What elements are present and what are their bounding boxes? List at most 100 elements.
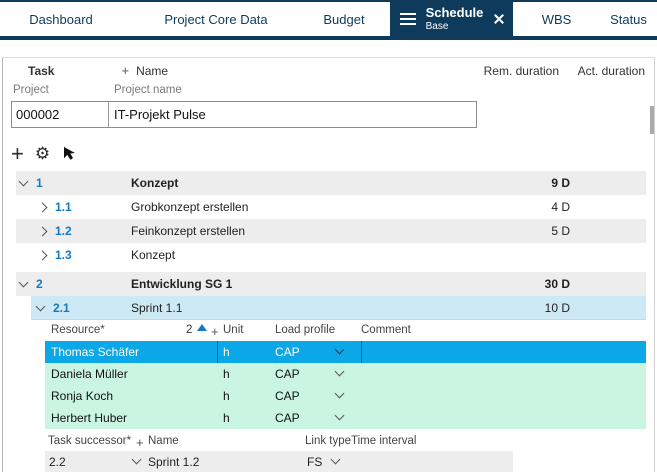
tab-status[interactable]: Status [610,11,647,27]
chevron-down-icon[interactable] [35,301,46,311]
column-act-duration[interactable]: Act. duration [577,63,645,78]
task-rem-duration: 9 D [551,176,570,190]
dropdown-chevron-icon[interactable] [330,454,341,465]
successor-link-type[interactable]: FS [307,454,323,469]
sort-ascending-icon[interactable] [197,324,207,331]
gear-icon[interactable]: ⚙ [34,144,51,163]
chevron-right-icon[interactable] [37,250,48,260]
task-toolbar: + ⚙ [11,141,654,167]
task-row-selected[interactable]: 2.1 Sprint 1.1 10 D [31,296,646,320]
tab-schedule-sublabel: Base [425,21,449,33]
task-number[interactable]: 1.2 [55,224,72,238]
column-task[interactable]: Task [28,63,55,78]
task-number[interactable]: 1.3 [55,248,72,262]
successor-row[interactable]: 2.2 Sprint 1.2 FS [45,451,513,472]
task-rem-duration: 10 D [544,300,570,315]
task-number[interactable]: 1.1 [55,200,72,214]
resource-load-profile[interactable]: CAP [275,345,300,359]
dropdown-chevron-icon[interactable] [334,388,345,399]
task-name[interactable]: Feinkonzept erstellen [131,224,246,238]
task-row[interactable]: 1.2 Feinkonzept erstellen 5 D [16,219,646,243]
top-border-line [0,0,657,2]
successor-table: Task successor* + Name Link type Time in… [45,430,646,472]
resource-load-profile[interactable]: CAP [275,389,300,403]
task-number[interactable]: 2 [36,277,43,291]
resource-row[interactable]: Daniela Müller h CAP [45,363,646,385]
add-successor-icon[interactable]: + [136,435,144,450]
resource-row[interactable]: Herbert Huber h CAP [45,407,646,429]
tab-wbs[interactable]: WBS [541,11,572,27]
menu-icon[interactable] [399,13,416,25]
sort-order-number[interactable]: 2 [186,324,193,336]
resource-row-selected[interactable]: Thomas Schäfer h CAP [45,341,646,363]
chevron-right-icon[interactable] [37,226,48,236]
column-task-successor[interactable]: Task successor* [48,435,132,447]
resource-unit[interactable]: h [223,411,230,425]
chevron-down-icon[interactable] [18,277,29,288]
task-tree: 1 Konzept 9 D 1.1 Grobkonzept erstellen … [3,171,654,320]
task-number[interactable]: 1 [36,176,43,190]
task-rem-duration: 4 D [551,200,570,214]
project-label-row: Project Project name [3,81,654,99]
vertical-scrollbar[interactable] [650,106,654,134]
column-name[interactable]: Name [148,435,179,447]
task-name[interactable]: Entwicklung SG 1 [131,277,233,291]
resource-name[interactable]: Thomas Schäfer [51,345,140,359]
project-input-box: 000002 IT-Projekt Pulse [11,101,477,128]
project-name-field[interactable]: IT-Projekt Pulse [114,107,206,122]
successor-id[interactable]: 2.2 [49,454,66,469]
tab-project-core-data[interactable]: Project Core Data [164,11,268,27]
project-id-label: Project [13,84,49,96]
resource-name[interactable]: Herbert Huber [51,411,128,425]
resource-unit[interactable]: h [223,345,230,359]
project-id-field[interactable]: 000002 [12,102,109,127]
cursor-select-icon[interactable] [61,145,76,164]
successor-name[interactable]: Sprint 1.2 [148,454,200,469]
dropdown-chevron-icon[interactable] [334,366,345,377]
resource-name[interactable]: Ronja Koch [51,389,114,403]
close-icon[interactable] [493,13,505,25]
task-rem-duration: 5 D [551,224,570,238]
successor-table-header: Task successor* + Name Link type Time in… [45,430,646,451]
tab-schedule-label: Schedule [425,4,484,20]
column-time-interval[interactable]: Time interval [351,435,417,447]
resource-unit[interactable]: h [223,367,230,381]
schedule-panel: Task + Name Rem. duration Act. duration … [2,57,655,472]
resource-name[interactable]: Daniela Müller [51,367,128,381]
tab-bar: Dashboard Project Core Data Budget Sched… [0,2,657,40]
column-unit[interactable]: Unit [223,324,244,336]
chevron-right-icon[interactable] [37,202,48,212]
task-number[interactable]: 2.1 [53,300,70,315]
tab-schedule[interactable]: Schedule Base [390,2,513,36]
column-rem-duration[interactable]: Rem. duration [483,63,559,78]
resource-table-header: Resource* 2 + Unit Load profile Comment [45,320,646,341]
task-row[interactable]: 1 Konzept 9 D [16,171,646,195]
task-row[interactable]: 1.3 Konzept [16,243,646,267]
add-column-icon[interactable]: + [121,63,130,78]
column-comment[interactable]: Comment [361,324,411,336]
resource-table: Resource* 2 + Unit Load profile Comment … [45,320,646,429]
resource-load-profile[interactable]: CAP [275,367,300,381]
dropdown-chevron-icon[interactable] [131,454,142,465]
column-name[interactable]: Name [136,63,169,78]
task-name[interactable]: Sprint 1.1 [131,300,183,315]
dropdown-chevron-icon[interactable] [334,344,345,355]
add-task-button[interactable]: + [11,141,24,166]
tab-dashboard[interactable]: Dashboard [29,11,93,27]
column-resource[interactable]: Resource* [51,324,105,336]
task-name[interactable]: Konzept [131,248,176,262]
task-row[interactable]: 1.1 Grobkonzept erstellen 4 D [16,195,646,219]
task-row[interactable]: 2 Entwicklung SG 1 30 D [16,272,646,296]
column-link-type[interactable]: Link type [305,435,352,447]
resource-load-profile[interactable]: CAP [275,411,300,425]
task-name[interactable]: Konzept [131,176,179,190]
column-load-profile[interactable]: Load profile [275,324,336,336]
resource-row[interactable]: Ronja Koch h CAP [45,385,646,407]
resource-unit[interactable]: h [223,389,230,403]
add-resource-icon[interactable]: + [211,324,219,339]
tab-budget[interactable]: Budget [323,11,365,27]
column-header-row: Task + Name Rem. duration Act. duration [3,58,654,81]
task-name[interactable]: Grobkonzept erstellen [131,200,249,214]
dropdown-chevron-icon[interactable] [334,410,345,421]
chevron-down-icon[interactable] [18,176,29,187]
